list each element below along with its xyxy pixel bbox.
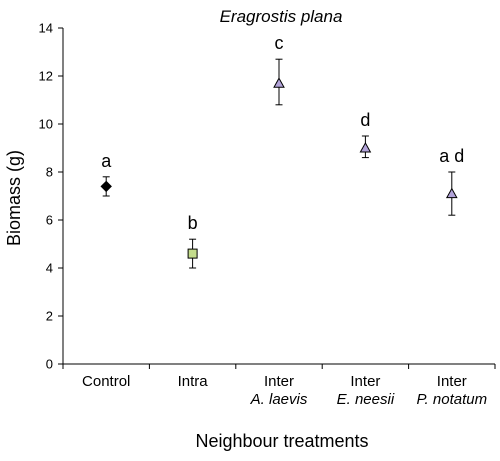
x-tick-label-species: P. notatum bbox=[416, 391, 487, 408]
y-tick-label: 6 bbox=[46, 213, 53, 228]
data-point-triangle bbox=[359, 141, 372, 153]
x-tick-label-species: E. neesii bbox=[337, 391, 395, 408]
data-point-diamond bbox=[100, 180, 112, 193]
y-axis-label: Biomass (g) bbox=[4, 150, 24, 246]
x-axis-label: Neighbour treatments bbox=[195, 431, 368, 451]
data-point-triangle bbox=[445, 187, 458, 199]
x-tick-label: Inter bbox=[350, 373, 380, 390]
x-tick-label: Intra bbox=[178, 373, 209, 390]
data-point-triangle bbox=[273, 77, 285, 88]
significance-letter: a d bbox=[439, 146, 464, 166]
y-tick-label: 4 bbox=[46, 261, 53, 276]
x-tick-label: Inter bbox=[264, 373, 294, 390]
x-tick-label: Control bbox=[82, 373, 130, 390]
y-tick-label: 0 bbox=[46, 357, 53, 372]
significance-letter: d bbox=[360, 110, 370, 130]
data-point-square bbox=[187, 248, 198, 259]
y-tick-label: 12 bbox=[39, 69, 53, 84]
y-tick-label: 2 bbox=[46, 309, 53, 324]
y-tick-label: 8 bbox=[46, 165, 53, 180]
data-points: a b c d a d bbox=[100, 33, 464, 269]
chart-title: Eragrostis plana bbox=[220, 7, 343, 26]
significance-letter: a bbox=[101, 151, 112, 171]
y-axis: 0 2 4 6 8 10 12 14 bbox=[39, 21, 64, 372]
x-tick-label-species: A. laevis bbox=[250, 391, 308, 408]
significance-letter: c bbox=[275, 33, 284, 53]
y-tick-label: 10 bbox=[39, 117, 53, 132]
y-tick-label: 14 bbox=[39, 21, 53, 36]
x-tick-label: Inter bbox=[437, 373, 467, 390]
significance-letter: b bbox=[188, 213, 198, 233]
